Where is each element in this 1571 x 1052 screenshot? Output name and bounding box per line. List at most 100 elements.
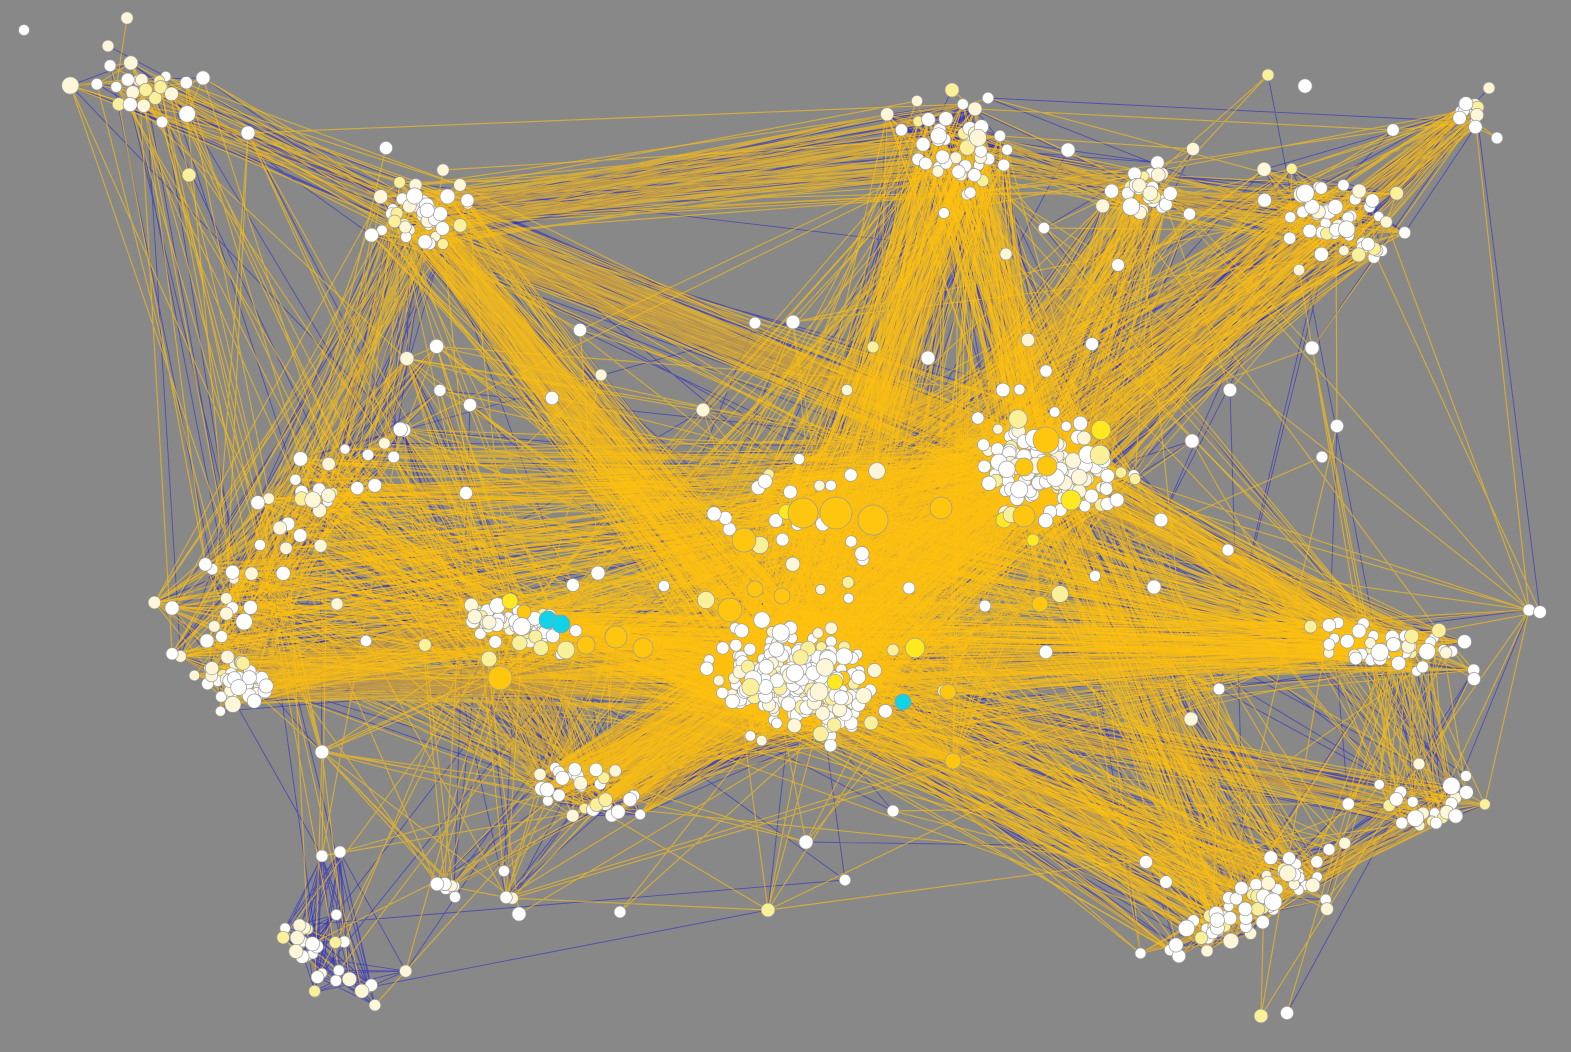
graph-node[interactable]: [539, 782, 555, 798]
graph-node[interactable]: [588, 762, 604, 777]
graph-node[interactable]: [1095, 198, 1110, 214]
graph-node[interactable]: [241, 670, 257, 686]
graph-node[interactable]: [1038, 644, 1054, 660]
graph-node[interactable]: [179, 76, 193, 90]
graph-node[interactable]: [1131, 178, 1147, 193]
graph-node[interactable]: [164, 600, 180, 616]
graph-node[interactable]: [977, 459, 991, 474]
graph-node[interactable]: [998, 460, 1016, 478]
graph-node[interactable]: [480, 650, 498, 668]
graph-node[interactable]: [971, 411, 985, 425]
graph-node[interactable]: [499, 890, 513, 904]
graph-node[interactable]: [214, 705, 226, 717]
graph-node[interactable]: [1351, 247, 1367, 263]
graph-node[interactable]: [743, 642, 757, 656]
graph-node[interactable]: [254, 539, 266, 551]
graph-node[interactable]: [716, 686, 729, 700]
graph-node[interactable]: [417, 234, 433, 250]
graph-node[interactable]: [332, 964, 345, 977]
graph-node-hub[interactable]: [773, 587, 791, 605]
graph-node[interactable]: [697, 591, 715, 609]
graph-node[interactable]: [1320, 902, 1334, 916]
graph-node[interactable]: [748, 316, 762, 330]
graph-node[interactable]: [826, 673, 844, 691]
graph-node[interactable]: [815, 705, 831, 721]
graph-node[interactable]: [208, 620, 221, 633]
graph-node[interactable]: [321, 487, 336, 503]
graph-node[interactable]: [90, 78, 104, 91]
graph-node[interactable]: [481, 614, 497, 630]
graph-node[interactable]: [978, 599, 992, 613]
graph-node[interactable]: [1391, 655, 1407, 671]
graph-node[interactable]: [330, 908, 343, 921]
graph-node[interactable]: [1429, 816, 1443, 830]
graph-node[interactable]: [1020, 332, 1036, 348]
graph-node[interactable]: [406, 187, 424, 205]
graph-node[interactable]: [289, 473, 302, 486]
graph-node[interactable]: [373, 189, 389, 205]
graph-node[interactable]: [1398, 226, 1412, 240]
graph-node[interactable]: [215, 630, 228, 643]
graph-node[interactable]: [1008, 409, 1028, 429]
graph-node[interactable]: [533, 768, 547, 781]
graph-node[interactable]: [695, 402, 711, 418]
graph-node[interactable]: [1223, 911, 1238, 926]
graph-node[interactable]: [488, 635, 503, 649]
graph-node[interactable]: [835, 647, 853, 666]
graph-node-hub[interactable]: [746, 580, 764, 598]
graph-node[interactable]: [1049, 406, 1061, 418]
graph-node[interactable]: [768, 641, 785, 658]
graph-node[interactable]: [716, 641, 730, 655]
graph-node[interactable]: [544, 390, 560, 406]
graph-node[interactable]: [1322, 843, 1336, 856]
graph-node[interactable]: [279, 541, 293, 555]
graph-node[interactable]: [706, 506, 722, 522]
graph-node[interactable]: [1490, 131, 1504, 145]
graph-node[interactable]: [329, 936, 342, 949]
graph-node[interactable]: [812, 725, 829, 742]
graph-node[interactable]: [760, 902, 776, 918]
graph-node[interactable]: [272, 520, 288, 536]
graph-node[interactable]: [1139, 855, 1153, 869]
graph-node-hub[interactable]: [632, 637, 654, 659]
graph-node[interactable]: [878, 704, 893, 719]
graph-node[interactable]: [1060, 420, 1072, 432]
graph-node[interactable]: [399, 964, 413, 978]
graph-node[interactable]: [1249, 878, 1263, 892]
graph-node[interactable]: [275, 565, 291, 581]
graph-node[interactable]: [1076, 430, 1092, 446]
graph-node[interactable]: [815, 658, 835, 677]
graph-node[interactable]: [1467, 672, 1481, 686]
graph-node[interactable]: [734, 623, 750, 639]
graph-node[interactable]: [387, 450, 400, 464]
graph-node[interactable]: [569, 624, 583, 638]
graph-node[interactable]: [787, 718, 802, 734]
graph-node[interactable]: [566, 578, 580, 592]
graph-node[interactable]: [1459, 785, 1474, 800]
graph-node[interactable]: [756, 734, 768, 747]
graph-node[interactable]: [1313, 246, 1329, 262]
graph-node[interactable]: [235, 613, 253, 631]
graph-node[interactable]: [1470, 108, 1484, 122]
graph-node[interactable]: [339, 443, 351, 455]
graph-node[interactable]: [783, 484, 798, 500]
graph-node[interactable]: [798, 834, 814, 850]
graph-node[interactable]: [610, 804, 626, 820]
graph-node[interactable]: [1177, 919, 1196, 937]
graph-node[interactable]: [199, 633, 215, 649]
graph-node-highlighted[interactable]: [551, 614, 571, 634]
graph-node[interactable]: [855, 687, 872, 704]
graph-node-hub[interactable]: [576, 635, 596, 655]
graph-node-hub[interactable]: [487, 665, 513, 691]
graph-node[interactable]: [992, 423, 1004, 435]
graph-node[interactable]: [935, 149, 950, 164]
graph-node[interactable]: [1379, 215, 1393, 229]
graph-node[interactable]: [1026, 533, 1040, 547]
graph-node[interactable]: [1389, 186, 1404, 201]
graph-node[interactable]: [1013, 383, 1026, 396]
graph-node[interactable]: [439, 188, 456, 205]
graph-node[interactable]: [729, 638, 743, 652]
graph-node[interactable]: [1039, 364, 1053, 378]
graph-node[interactable]: [501, 592, 519, 610]
graph-node[interactable]: [292, 918, 307, 933]
